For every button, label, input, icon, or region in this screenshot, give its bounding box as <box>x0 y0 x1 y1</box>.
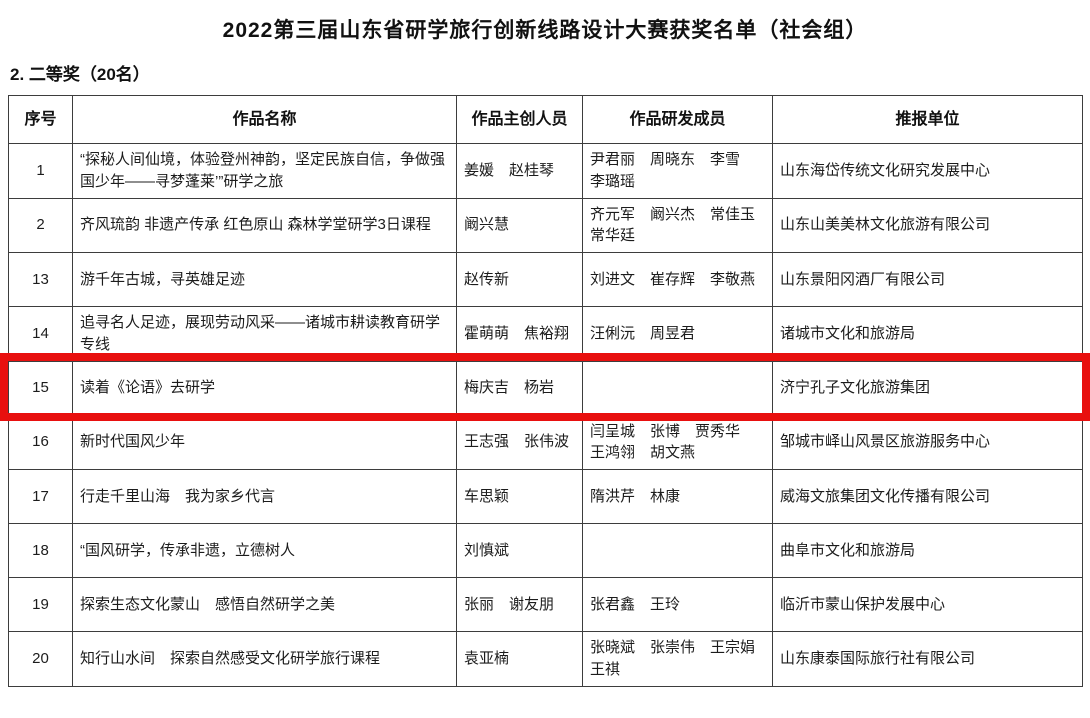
cell-work-title: 游千年古城，寻英雄足迹 <box>72 252 457 307</box>
cell-work-title: “探秘人间仙境，体验登州神韵，坚定民族自信，争做强国少年——寻梦蓬莱’”研学之旅 <box>72 143 457 199</box>
cell-work-title: 追寻名人足迹，展现劳动风采——诸城市耕读教育研学专线 <box>72 306 457 362</box>
cell-recommending-unit: 威海文旅集团文化传播有限公司 <box>772 469 1083 524</box>
cell-recommending-unit: 邹城市峄山风景区旅游服务中心 <box>772 414 1083 470</box>
cell-rd-members <box>582 360 773 416</box>
table-row: 13 游千年古城，寻英雄足迹 赵传新 刘进文 崔存辉 李敬燕 山东景阳冈酒厂有限… <box>8 252 1083 307</box>
cell-rd-members: 闫呈城 张博 贾秀华 王鸿翎 胡文燕 <box>582 414 773 470</box>
cell-main-creators: 霍萌萌 焦裕翔 <box>456 306 583 362</box>
cell-work-title: “国风研学，传承非遗，立德树人 <box>72 523 457 578</box>
cell-recommending-unit: 山东海岱传统文化研究发展中心 <box>772 143 1083 199</box>
cell-serial-number: 20 <box>8 631 73 687</box>
section-heading: 2. 二等奖（20名） <box>10 65 150 84</box>
table-row: 1 “探秘人间仙境，体验登州神韵，坚定民族自信，争做强国少年——寻梦蓬莱’”研学… <box>8 143 1083 199</box>
cell-work-title: 读着《论语》去研学 <box>72 360 457 416</box>
cell-main-creators: 阚兴慧 <box>456 197 583 253</box>
cell-main-creators: 王志强 张伟波 <box>456 414 583 470</box>
cell-serial-number: 16 <box>8 414 73 470</box>
cell-main-creators: 赵传新 <box>456 252 583 307</box>
column-header-recommending-unit: 推报单位 <box>772 95 1083 144</box>
cell-rd-members: 刘进文 崔存辉 李敬燕 <box>582 252 773 307</box>
column-header-work-title: 作品名称 <box>72 95 457 144</box>
table-row: 20 知行山水间 探索自然感受文化研学旅行课程 袁亚楠 张晓斌 张崇伟 王宗娟 … <box>8 631 1083 687</box>
cell-rd-members: 张君鑫 王玲 <box>582 577 773 632</box>
cell-rd-members <box>582 523 773 578</box>
cell-serial-number: 15 <box>8 360 73 416</box>
cell-recommending-unit: 济宁孔子文化旅游集团 <box>772 360 1083 416</box>
cell-serial-number: 2 <box>8 197 73 253</box>
awards-table: 序号 作品名称 作品主创人员 作品研发成员 推报单位 1 “探秘人间仙境，体验登… <box>8 95 1083 687</box>
cell-rd-members: 齐元军 阚兴杰 常佳玉 常华廷 <box>582 197 773 253</box>
cell-rd-members: 隋洪芹 林康 <box>582 469 773 524</box>
cell-work-title: 知行山水间 探索自然感受文化研学旅行课程 <box>72 631 457 687</box>
table-row: 2 齐风琉韵 非遗产传承 红色原山 森林学堂研学3日课程 阚兴慧 齐元军 阚兴杰… <box>8 197 1083 253</box>
cell-serial-number: 1 <box>8 143 73 199</box>
cell-recommending-unit: 曲阜市文化和旅游局 <box>772 523 1083 578</box>
column-header-main-creators: 作品主创人员 <box>456 95 583 144</box>
cell-serial-number: 18 <box>8 523 73 578</box>
table-row: 19 探索生态文化蒙山 感悟自然研学之美 张丽 谢友朋 张君鑫 王玲 临沂市蒙山… <box>8 577 1083 632</box>
cell-recommending-unit: 临沂市蒙山保护发展中心 <box>772 577 1083 632</box>
table-row: 18 “国风研学，传承非遗，立德树人 刘慎斌 曲阜市文化和旅游局 <box>8 523 1083 578</box>
cell-serial-number: 13 <box>8 252 73 307</box>
cell-main-creators: 姜媛 赵桂琴 <box>456 143 583 199</box>
cell-rd-members: 张晓斌 张崇伟 王宗娟 王祺 <box>582 631 773 687</box>
column-header-rd-members: 作品研发成员 <box>582 95 773 144</box>
page-title: 2022第三届山东省研学旅行创新线路设计大赛获奖名单（社会组） <box>222 19 868 42</box>
table-row: 15 读着《论语》去研学 梅庆吉 杨岩 济宁孔子文化旅游集团 <box>8 360 1083 416</box>
table-row: 16 新时代国风少年 王志强 张伟波 闫呈城 张博 贾秀华 王鸿翎 胡文燕 邹城… <box>8 414 1083 470</box>
cell-serial-number: 19 <box>8 577 73 632</box>
cell-main-creators: 袁亚楠 <box>456 631 583 687</box>
cell-recommending-unit: 山东景阳冈酒厂有限公司 <box>772 252 1083 307</box>
cell-recommending-unit: 山东山美美林文化旅游有限公司 <box>772 197 1083 253</box>
table-header-row: 序号 作品名称 作品主创人员 作品研发成员 推报单位 <box>8 95 1083 144</box>
cell-rd-members: 汪俐沅 周昱君 <box>582 306 773 362</box>
cell-recommending-unit: 诸城市文化和旅游局 <box>772 306 1083 362</box>
cell-main-creators: 刘慎斌 <box>456 523 583 578</box>
table-row: 17 行走千里山海 我为家乡代言 车思颖 隋洪芹 林康 威海文旅集团文化传播有限… <box>8 469 1083 524</box>
cell-work-title: 探索生态文化蒙山 感悟自然研学之美 <box>72 577 457 632</box>
cell-recommending-unit: 山东康泰国际旅行社有限公司 <box>772 631 1083 687</box>
table-body: 1 “探秘人间仙境，体验登州神韵，坚定民族自信，争做强国少年——寻梦蓬莱’”研学… <box>8 143 1083 687</box>
cell-main-creators: 梅庆吉 杨岩 <box>456 360 583 416</box>
cell-work-title: 齐风琉韵 非遗产传承 红色原山 森林学堂研学3日课程 <box>72 197 457 253</box>
cell-work-title: 新时代国风少年 <box>72 414 457 470</box>
cell-rd-members: 尹君丽 周晓东 李雪 李璐瑶 <box>582 143 773 199</box>
cell-serial-number: 14 <box>8 306 73 362</box>
cell-main-creators: 张丽 谢友朋 <box>456 577 583 632</box>
cell-work-title: 行走千里山海 我为家乡代言 <box>72 469 457 524</box>
cell-main-creators: 车思颖 <box>456 469 583 524</box>
table-row: 14 追寻名人足迹，展现劳动风采——诸城市耕读教育研学专线 霍萌萌 焦裕翔 汪俐… <box>8 306 1083 362</box>
column-header-serial-number: 序号 <box>8 95 73 144</box>
cell-serial-number: 17 <box>8 469 73 524</box>
